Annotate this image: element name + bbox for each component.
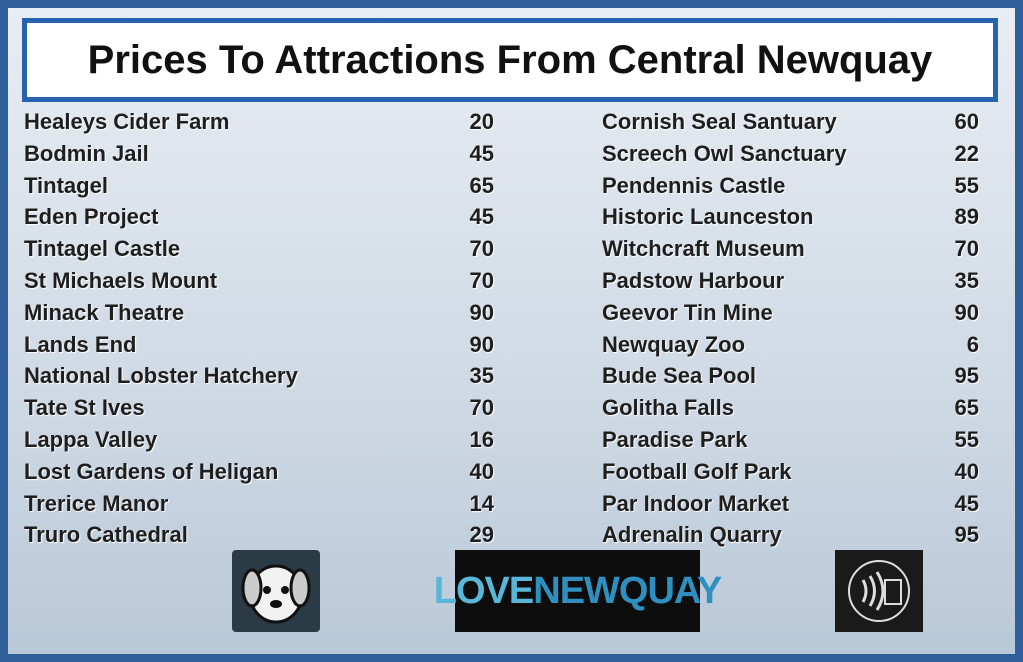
title-box: Prices To Attractions From Central Newqu… [22, 18, 998, 102]
attraction-name: Paradise Park [602, 427, 748, 452]
price: 70 [469, 268, 494, 293]
price: 35 [469, 363, 494, 389]
logo-newquay: NEWQUAY [533, 569, 722, 612]
price: 70 [469, 236, 494, 262]
attraction-name: Screech Owl Sanctuary [602, 140, 847, 166]
price: 6 [966, 331, 979, 357]
price: 35 [954, 268, 979, 293]
price: 90 [954, 299, 979, 325]
attraction-name: Truro Cathedral [24, 522, 188, 548]
attraction-name: Lost Gardens of Heligan [24, 458, 279, 484]
attraction-name: Geevor Tin Mine [602, 299, 773, 325]
price: 60 [954, 109, 979, 134]
price: 45 [954, 490, 979, 516]
dog-icon [241, 564, 311, 624]
price: 40 [469, 458, 494, 484]
price: 70 [954, 236, 979, 262]
attraction-name: Bude Sea Pool [602, 363, 757, 389]
price: 90 [469, 331, 494, 357]
logo-love: LOVE [433, 569, 534, 612]
title: Prices To Attractions From Central Newqu… [87, 37, 933, 82]
attraction-name: Cornish Seal Santuary [602, 109, 837, 134]
love-newquay-logo: LOVE NEWQUAY [434, 550, 722, 632]
attraction-name: Lappa Valley [24, 427, 158, 452]
price: 45 [469, 204, 494, 230]
price: 55 [954, 172, 979, 198]
price: 40 [954, 458, 979, 484]
price: 29 [469, 522, 494, 548]
attraction-name: Historic Launceston [602, 204, 814, 230]
price: 95 [954, 363, 979, 389]
price: 70 [469, 395, 494, 421]
attraction-name: Football Golf Park [602, 458, 792, 484]
price: 89 [954, 204, 979, 230]
attraction-name: Tate St Ives [24, 395, 145, 421]
panel [8, 8, 1015, 654]
attraction-name: Adrenalin Quarry [602, 522, 782, 548]
contactless-icon [848, 560, 910, 622]
price: 14 [469, 490, 494, 516]
price: 16 [469, 427, 494, 452]
contactless-logo [835, 550, 923, 632]
attraction-name: Par Indoor Market [602, 490, 790, 516]
attraction-name: Witchcraft Museum [602, 236, 805, 262]
attraction-name: St Michaels Mount [24, 268, 218, 293]
attraction-name: Trerice Manor [24, 490, 169, 516]
attraction-name: Padstow Harbour [602, 268, 785, 293]
price: 45 [469, 140, 494, 166]
price: 65 [954, 395, 979, 421]
attraction-name: Newquay Zoo [602, 331, 746, 357]
attraction-name: Golitha Falls [602, 395, 735, 421]
attraction-name: Minack Theatre [24, 299, 185, 325]
price: 22 [954, 140, 979, 166]
attraction-name: National Lobster Hatchery [24, 363, 298, 389]
price: 20 [469, 109, 494, 134]
attraction-name: Tintagel Castle [24, 236, 181, 262]
attraction-name: Pendennis Castle [602, 172, 786, 198]
price: 55 [954, 427, 979, 452]
attraction-name: Bodmin Jail [24, 140, 149, 166]
price: 90 [469, 299, 494, 325]
attraction-name: Healeys Cider Farm [24, 109, 230, 134]
price: 95 [954, 522, 979, 548]
price: 65 [469, 172, 494, 198]
dog-logo [232, 550, 320, 632]
attraction-name: Lands End [24, 331, 137, 357]
attraction-name: Tintagel [24, 172, 108, 198]
attraction-name: Eden Project [24, 204, 159, 230]
